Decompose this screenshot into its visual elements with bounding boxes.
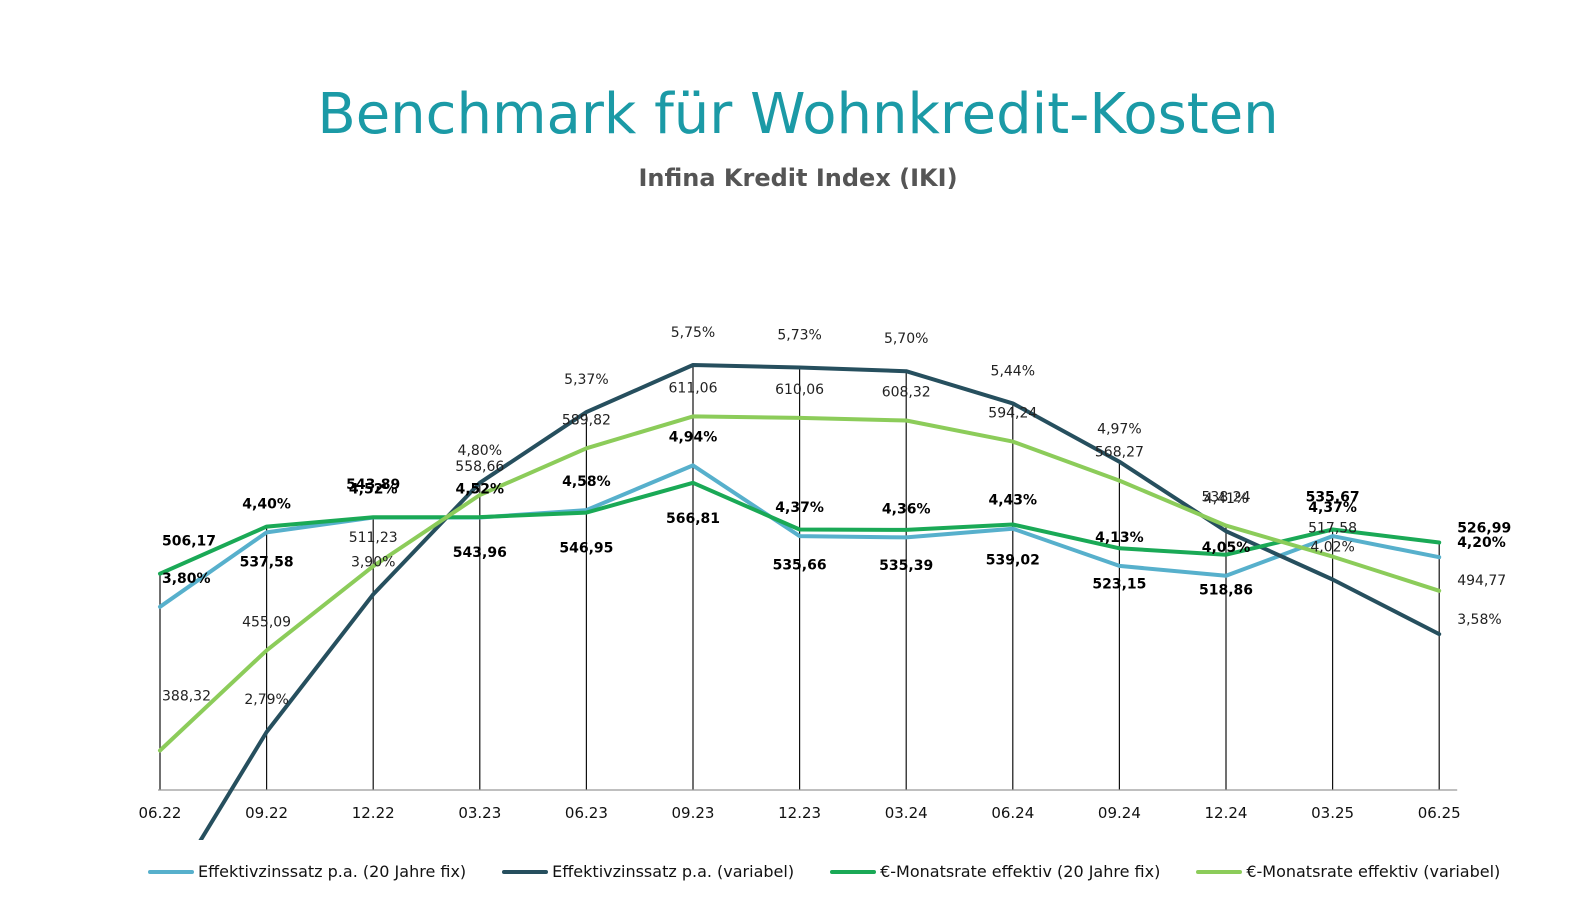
data-label: 3,80% — [162, 571, 211, 587]
data-label: 526,99 — [1457, 521, 1511, 537]
series-lines — [158, 363, 1442, 840]
legend-label: Effektivzinssatz p.a. (variabel) — [552, 862, 795, 881]
x-tick-label: 09.23 — [672, 804, 715, 822]
data-label: 5,75% — [671, 325, 715, 341]
legend-swatch — [148, 869, 194, 874]
legend: Effektivzinssatz p.a. (20 Jahre fix) Effe… — [148, 862, 1536, 881]
legend-label: €-Monatsrate effektiv (20 Jahre fix) — [880, 862, 1161, 881]
vertical-guide-lines — [159, 365, 1440, 790]
data-label: 543,89 — [346, 477, 400, 493]
legend-item: Effektivzinssatz p.a. (variabel) — [502, 862, 794, 881]
data-label: 2,79% — [244, 692, 288, 708]
x-axis-tick-labels: 06.22 09.22 12.22 03.23 06.23 09.23 12.23 03.24… — [139, 804, 1461, 822]
x-tick-label: 03.25 — [1311, 804, 1354, 822]
legend-swatch — [830, 869, 877, 874]
data-label: 568,27 — [1095, 445, 1144, 461]
data-label: 506,17 — [162, 534, 216, 550]
data-label: 4,41% — [1204, 491, 1248, 507]
data-label: 523,15 — [1092, 576, 1146, 592]
data-label: 4,43% — [989, 493, 1038, 509]
legend-item: €-Monatsrate effektiv (variabel) — [1196, 862, 1500, 881]
data-label: 4,52% — [456, 482, 505, 498]
data-label: 4,36% — [882, 501, 931, 517]
legend-label: €-Monatsrate effektiv (variabel) — [1246, 862, 1501, 881]
x-tick-label: 06.23 — [565, 804, 608, 822]
data-label: 4,13% — [1095, 530, 1144, 546]
series-line-2 — [198, 363, 1442, 840]
data-label: 589,82 — [562, 412, 611, 428]
chart-subtitle: Infina Kredit Index (IKI) — [638, 164, 958, 192]
data-label: 455,09 — [242, 614, 291, 630]
data-label: 4,20% — [1457, 535, 1506, 551]
data-label: 5,70% — [884, 331, 928, 347]
x-tick-label: 12.23 — [778, 804, 821, 822]
data-label: 608,32 — [882, 385, 931, 401]
chart-title: Benchmark für Wohnkredit-Kosten — [317, 82, 1279, 147]
x-tick-label: 12.22 — [352, 804, 395, 822]
legend-item: €-Monatsrate effektiv (20 Jahre fix) — [830, 862, 1160, 881]
data-label: 494,77 — [1457, 573, 1506, 589]
data-label: 4,52% — [349, 482, 398, 498]
data-label: 535,66 — [773, 558, 827, 574]
legend-swatch — [1196, 869, 1243, 874]
data-label: 5,37% — [564, 372, 608, 388]
data-label: 4,94% — [669, 429, 718, 445]
data-label: 546,95 — [559, 541, 613, 557]
data-label: 566,81 — [666, 511, 720, 527]
data-label: 535,67 — [1306, 489, 1360, 505]
data-label: 4,40% — [242, 496, 291, 512]
legend-item: Effektivzinssatz p.a. (20 Jahre fix) — [148, 862, 466, 881]
x-tick-label: 06.25 — [1418, 804, 1461, 822]
data-label: 3,90% — [351, 554, 395, 570]
data-label: 388,32 — [162, 689, 211, 705]
data-label: 3,58% — [1457, 612, 1501, 628]
data-label: 594,24 — [988, 406, 1037, 422]
data-label: 4,97% — [1097, 422, 1141, 438]
x-tick-label: 09.24 — [1098, 804, 1141, 822]
data-label: 539,02 — [986, 552, 1040, 568]
x-tick-label: 09.22 — [245, 804, 288, 822]
data-label: 4,58% — [562, 474, 611, 490]
data-label: 4,02% — [1310, 540, 1354, 556]
series-line-3 — [158, 480, 1442, 576]
x-tick-label: 06.22 — [139, 804, 182, 822]
data-label: 5,73% — [777, 327, 821, 343]
data-label: 511,23 — [349, 530, 398, 546]
data-label: 4,37% — [775, 500, 824, 516]
x-tick-label: 12.24 — [1205, 804, 1248, 822]
data-label: 518,86 — [1199, 583, 1253, 599]
line-chart: 06.22 09.22 12.22 03.23 06.23 09.23 12.23 03.24… — [139, 325, 1511, 840]
legend-swatch — [502, 869, 549, 874]
data-label: 537,58 — [240, 555, 294, 571]
x-tick-label: 03.23 — [458, 804, 501, 822]
data-label: 558,66 — [455, 459, 504, 475]
data-labels: 3,80% 4,40% 4,52% 4,52% 4,58% 4,94% 4,37% 4,36%… — [162, 325, 1511, 708]
data-label: 611,06 — [669, 380, 718, 396]
data-label: 535,39 — [879, 558, 933, 574]
legend-label: Effektivzinssatz p.a. (20 Jahre fix) — [198, 862, 467, 881]
data-label: 5,44% — [991, 363, 1035, 379]
data-label: 538,24 — [1202, 490, 1251, 506]
data-label: 4,37% — [1308, 500, 1357, 516]
data-label: 610,06 — [775, 382, 824, 398]
data-label: 517,58 — [1308, 521, 1357, 537]
data-label: 4,80% — [458, 443, 502, 459]
data-label: 543,96 — [453, 545, 507, 561]
x-tick-label: 03.24 — [885, 804, 928, 822]
data-label: 4,05% — [1202, 540, 1251, 556]
x-tick-label: 06.24 — [991, 804, 1034, 822]
series-line-4 — [158, 414, 1442, 753]
